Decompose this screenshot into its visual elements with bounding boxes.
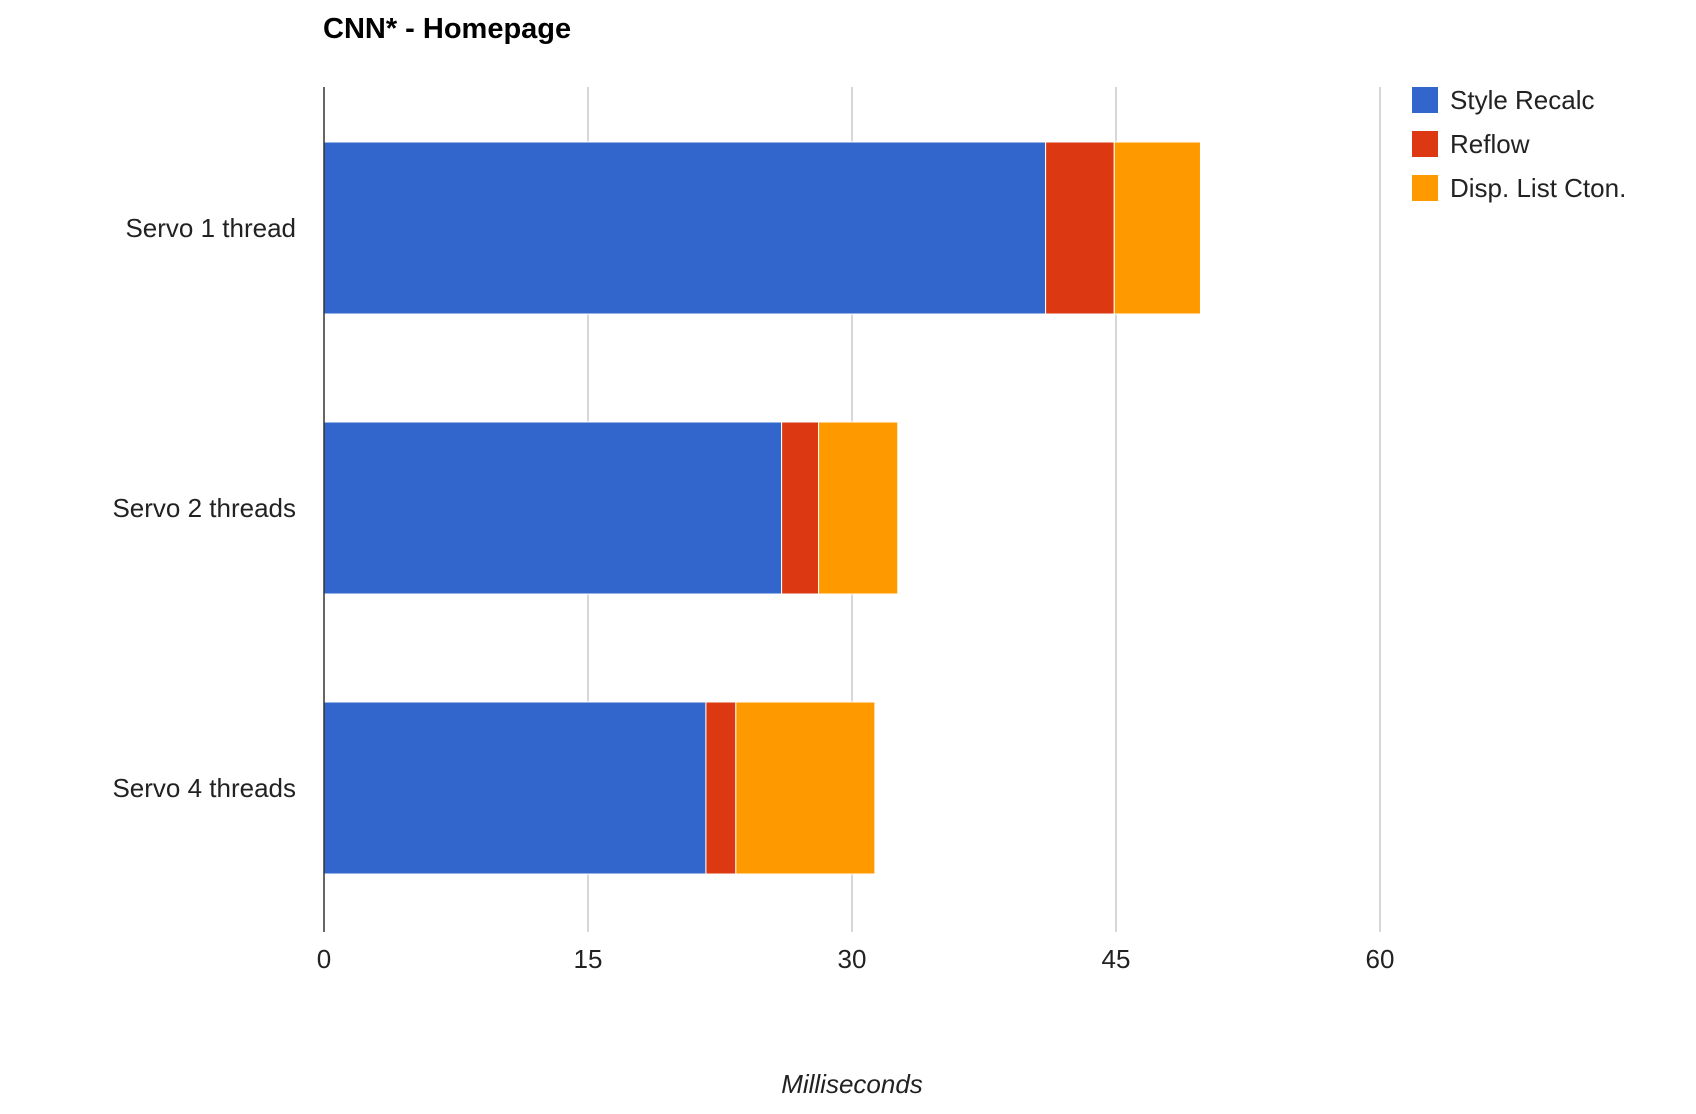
bars xyxy=(323,141,1201,875)
legend-swatch-reflow xyxy=(1412,131,1438,157)
category-labels: Servo 1 thread Servo 2 threads Servo 4 thr… xyxy=(112,213,296,803)
bar-3-style-recalc xyxy=(323,701,707,875)
legend-label-style-recalc: Style Recalc xyxy=(1450,85,1595,115)
x-axis-title: Milliseconds xyxy=(781,1069,923,1099)
bar-2-style-recalc xyxy=(323,421,783,595)
x-tick-label-45: 45 xyxy=(1102,944,1131,974)
legend: Style Recalc Reflow Disp. List Cton. xyxy=(1412,85,1626,203)
legend-swatch-style-recalc xyxy=(1412,87,1438,113)
bar-1-style-recalc xyxy=(323,141,1047,315)
bar-2-reflow xyxy=(781,421,820,595)
x-tick-label-0: 0 xyxy=(317,944,331,974)
bar-1-disp-list-cton xyxy=(1113,141,1201,315)
category-label-1: Servo 1 thread xyxy=(125,213,296,243)
bar-2-disp-list-cton xyxy=(818,421,899,595)
legend-label-reflow: Reflow xyxy=(1450,129,1530,159)
legend-swatch-disp-list-cton xyxy=(1412,175,1438,201)
x-tick-label-30: 30 xyxy=(838,944,867,974)
bar-3-disp-list-cton xyxy=(735,701,876,875)
category-label-2: Servo 2 threads xyxy=(112,493,296,523)
category-label-3: Servo 4 threads xyxy=(112,773,296,803)
x-tick-label-60: 60 xyxy=(1366,944,1395,974)
legend-label-disp-list-cton: Disp. List Cton. xyxy=(1450,173,1626,203)
chart-title: CNN* - Homepage xyxy=(323,13,571,45)
x-tick-labels: 0 15 30 45 60 xyxy=(317,944,1395,974)
bar-1-reflow xyxy=(1045,141,1115,315)
x-tick-label-15: 15 xyxy=(574,944,603,974)
bar-3-reflow xyxy=(705,701,737,875)
